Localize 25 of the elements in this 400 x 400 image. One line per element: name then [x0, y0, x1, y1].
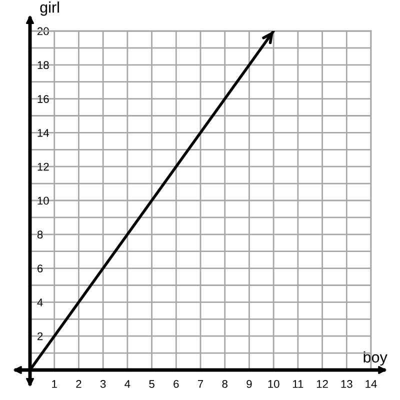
y-tick-label: 18	[38, 61, 49, 70]
x-tick-label: 6	[174, 380, 179, 388]
y-tick-label: 2	[38, 332, 43, 340]
x-tick-label: 10	[268, 380, 280, 388]
x-tick-label: 3	[100, 380, 106, 388]
x-tick-label: 7	[198, 380, 204, 388]
x-tick-label: 1	[52, 380, 57, 388]
x-tick-label: 11	[293, 380, 304, 388]
y-tick-label: 12	[38, 162, 49, 171]
x-tick-label: 13	[341, 380, 352, 388]
x-tick-label: 8	[222, 380, 228, 388]
x-axis-title: boy	[364, 351, 388, 366]
x-tick-label: 2	[76, 380, 82, 388]
y-tick-label: 6	[38, 264, 43, 272]
y-tick-label: 10	[38, 196, 49, 205]
x-tick-label: 9	[246, 380, 252, 388]
y-tick-label: 8	[37, 230, 43, 239]
y-axis-title: girl	[40, 2, 59, 16]
y-tick-label: 4	[37, 298, 43, 306]
x-tick-label: 12	[316, 380, 328, 388]
x-tick-label: 5	[149, 380, 154, 388]
x-tick-label: 4	[124, 380, 130, 388]
x-tick-label: 14	[366, 380, 377, 388]
y-tick-label: 16	[38, 95, 49, 103]
y-tick-label: 14	[38, 129, 49, 137]
